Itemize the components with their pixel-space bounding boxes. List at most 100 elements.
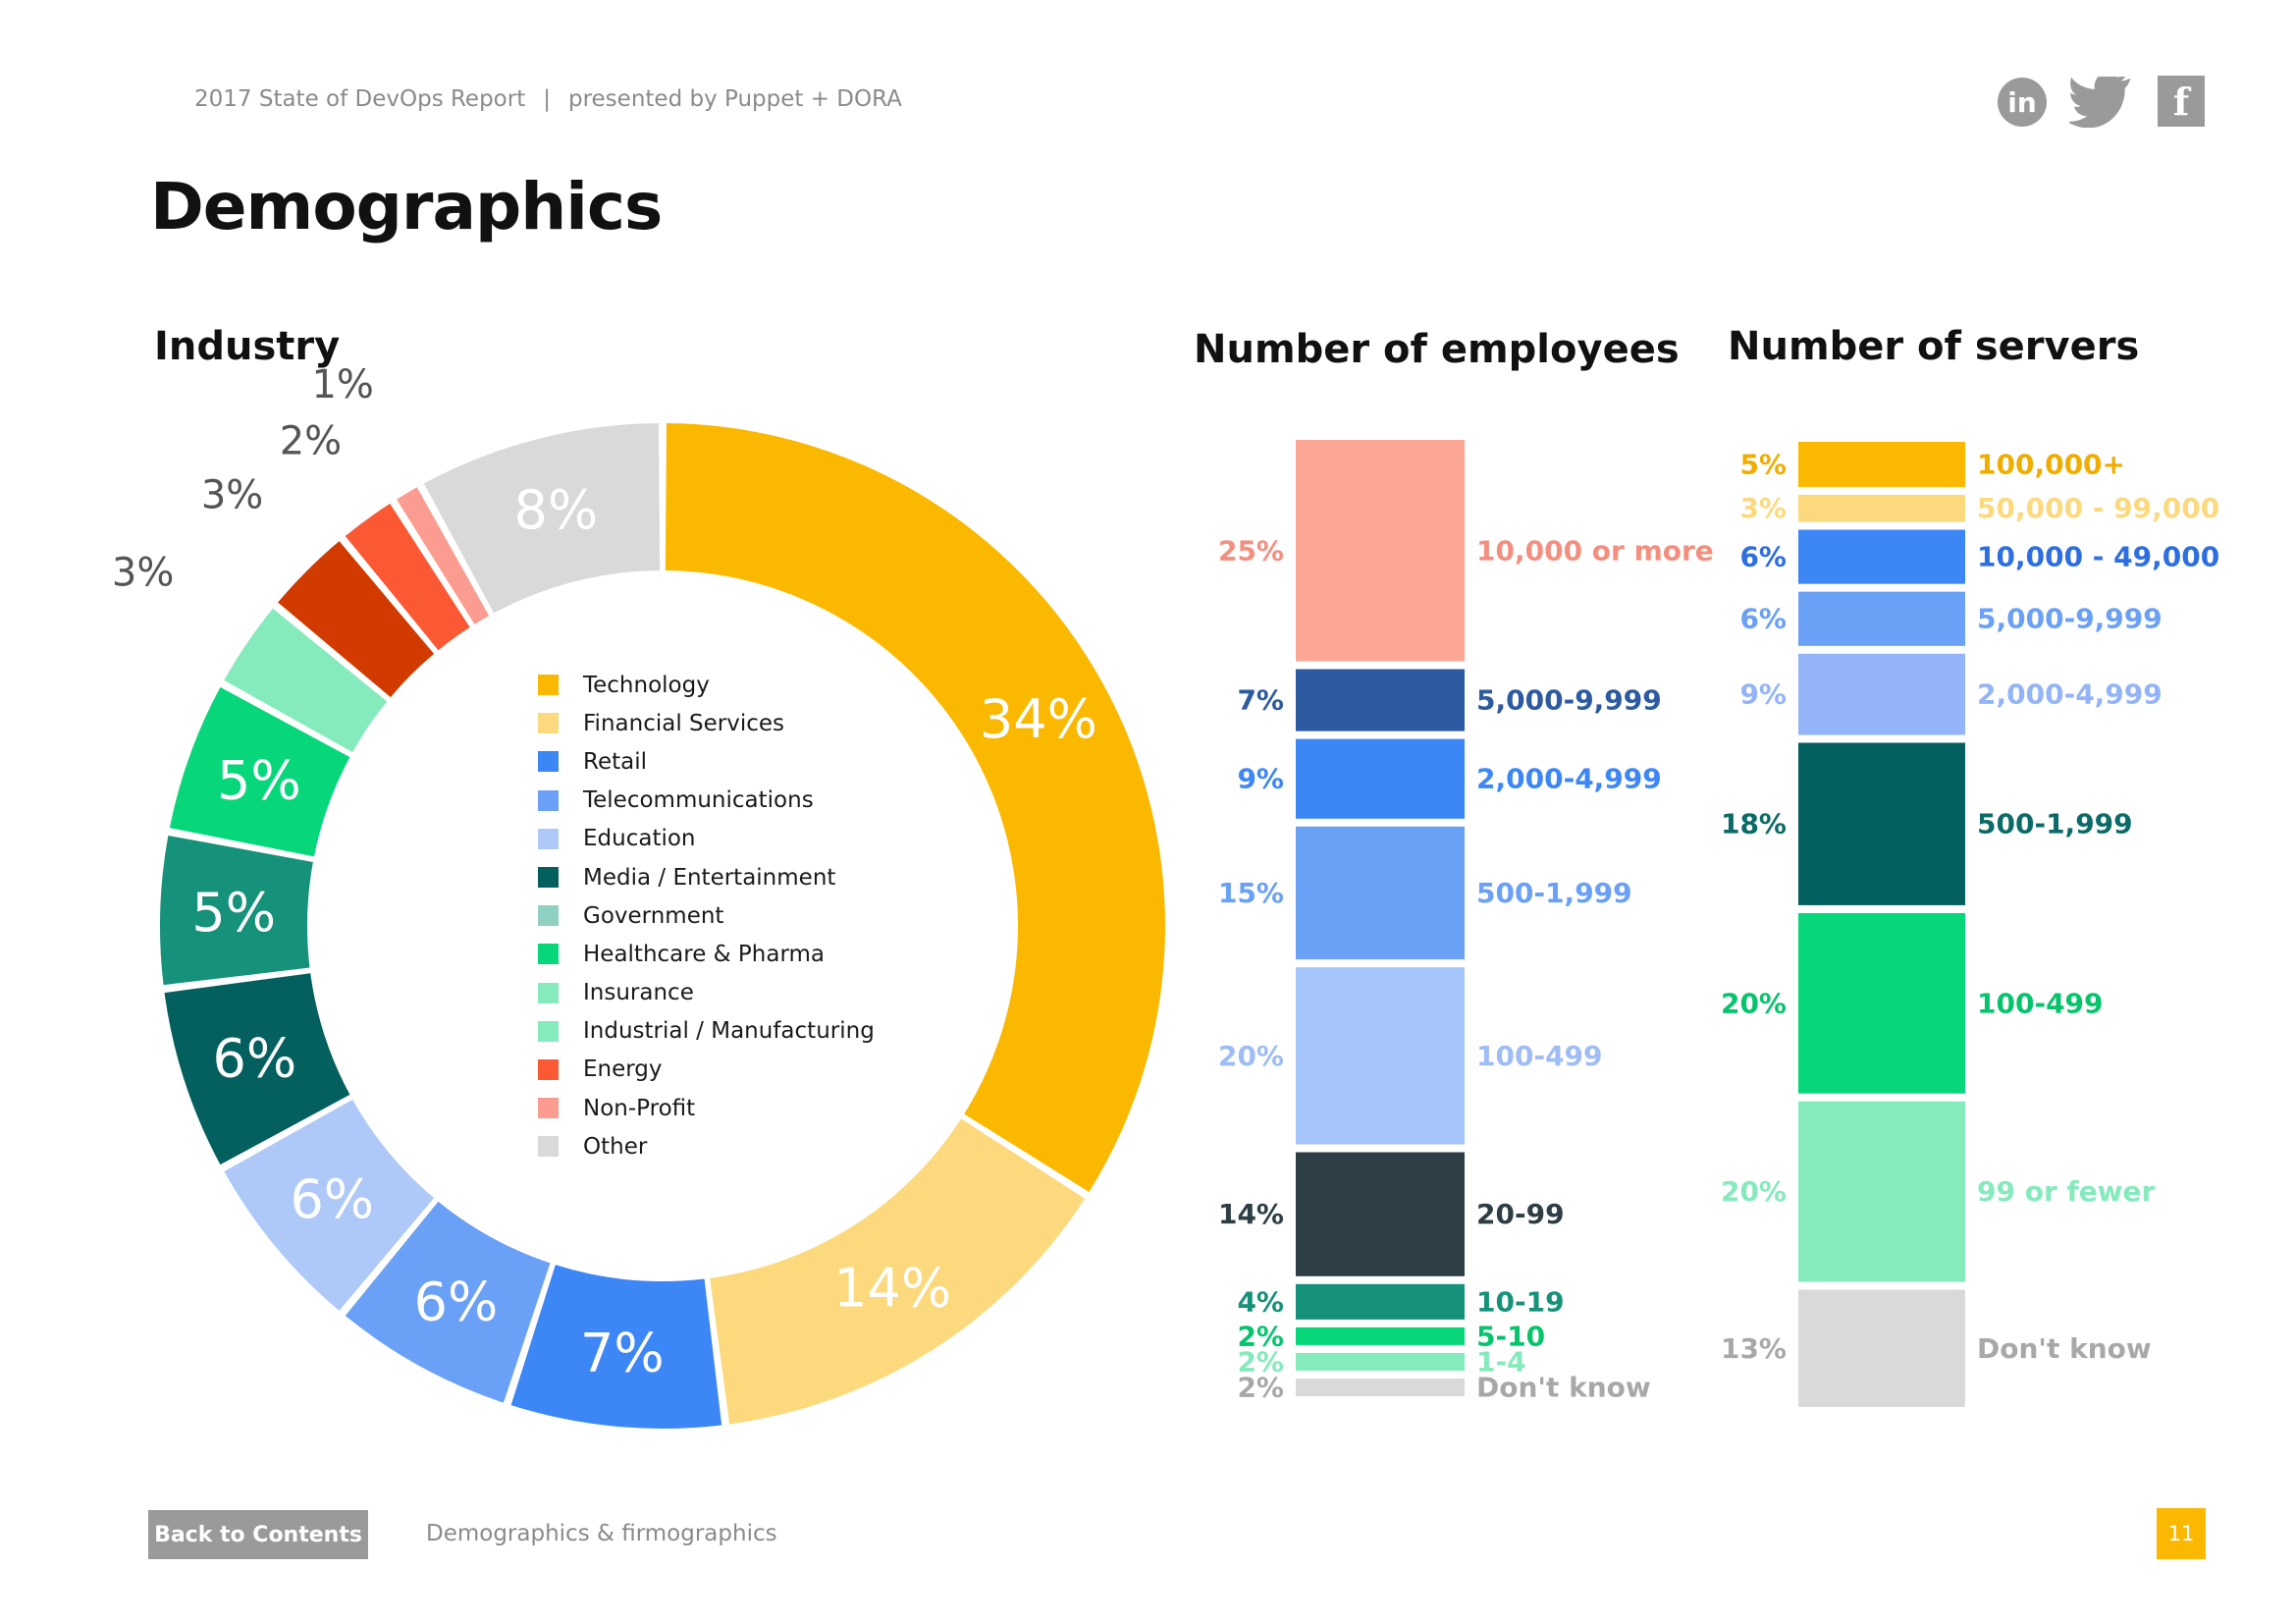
- legend-label: Insurance: [583, 980, 694, 1006]
- bar-value-label: 13%: [1721, 1332, 1787, 1365]
- legend-label: Technology: [583, 672, 710, 698]
- bar-value-label: 18%: [1721, 808, 1787, 840]
- donut-slice: [710, 1118, 1086, 1425]
- legend-item: Energy: [538, 1051, 875, 1089]
- bar-segment: [1296, 440, 1465, 662]
- donut-slice-label: 1%: [311, 362, 373, 407]
- servers-chart-title: Number of servers: [1728, 324, 2140, 369]
- legend-item: Other: [538, 1127, 875, 1165]
- bar-value-label: 5%: [1739, 448, 1787, 480]
- bar-category-label: Don't know: [1977, 1332, 2152, 1365]
- legend-label: Other: [583, 1133, 648, 1160]
- bar-segment: [1296, 1152, 1465, 1276]
- bar-value-label: 2%: [1237, 1320, 1284, 1352]
- donut-slice: [397, 487, 490, 624]
- bar-segment: [1296, 826, 1465, 960]
- donut-slice: [510, 1265, 722, 1429]
- donut-slice: [665, 423, 1166, 1192]
- page-title: Demographics: [150, 169, 663, 244]
- bar-segment: [1798, 912, 1965, 1094]
- bar-value-label: 6%: [1739, 541, 1787, 573]
- bar-category-label: 50,000 - 99,000: [1977, 492, 2219, 524]
- legend-item: Retail: [538, 742, 875, 781]
- legend-label: Non-Profit: [583, 1095, 696, 1121]
- legend-label: Media / Entertainment: [583, 864, 836, 891]
- twitter-bird-shape: [2069, 77, 2131, 128]
- bar-segment: [1798, 442, 1965, 487]
- bar-segment: [1296, 669, 1465, 731]
- bar-value-label: 20%: [1721, 1175, 1787, 1208]
- legend-swatch: [538, 828, 559, 849]
- bar-value-label: 14%: [1218, 1198, 1284, 1230]
- legend-item: Media / Entertainment: [538, 858, 875, 896]
- twitter-icon[interactable]: [2069, 77, 2132, 128]
- donut-slice-label: 6%: [213, 1028, 297, 1090]
- legend-swatch: [538, 1020, 559, 1042]
- legend-label: Government: [583, 902, 724, 929]
- legend-swatch: [538, 713, 559, 734]
- bar-category-label: 100-499: [1977, 987, 2104, 1019]
- industry-chart-title: Industry: [154, 324, 341, 369]
- donut-slice-label: 3%: [201, 473, 263, 518]
- legend-label: Financial Services: [583, 710, 785, 736]
- page-number: 11: [2157, 1508, 2206, 1559]
- facebook-glyph: f: [2172, 79, 2190, 124]
- bar-value-label: 20%: [1721, 987, 1787, 1019]
- bar-value-label: 7%: [1237, 684, 1284, 717]
- bar-category-label: 100-499: [1476, 1040, 1603, 1072]
- bar-category-label: 10-19: [1476, 1285, 1565, 1318]
- bar-category-label: Don't know: [1476, 1371, 1651, 1403]
- donut-slice: [423, 423, 661, 614]
- legend-label: Education: [583, 826, 696, 852]
- legend-swatch: [538, 1098, 559, 1119]
- legend-item: Insurance: [538, 974, 875, 1012]
- bar-category-label: 10,000 - 49,000: [1977, 541, 2219, 573]
- legend-label: Industrial / Manufacturing: [583, 1018, 875, 1045]
- bar-category-label: 5,000-9,999: [1476, 684, 1662, 717]
- linkedin-glyph: in: [2007, 85, 2037, 119]
- bar-segment: [1296, 1378, 1465, 1396]
- legend-label: Energy: [583, 1056, 663, 1083]
- legend-label: Telecommunications: [583, 787, 814, 814]
- bar-category-label: 100,000+: [1977, 448, 2125, 480]
- legend-item: Financial Services: [538, 704, 875, 742]
- legend-label: Retail: [583, 748, 647, 775]
- linkedin-icon[interactable]: in: [1998, 78, 2047, 127]
- donut-slice-label: 6%: [414, 1271, 499, 1332]
- bar-value-label: 2%: [1237, 1345, 1284, 1378]
- legend-swatch: [538, 867, 559, 889]
- donut-slice-label: 7%: [580, 1323, 665, 1384]
- report-header: 2017 State of DevOps Report | presented by…: [194, 86, 902, 112]
- facebook-icon[interactable]: f: [2158, 76, 2205, 127]
- bar-segment: [1798, 494, 1965, 522]
- bar-value-label: 2%: [1237, 1371, 1284, 1403]
- legend-swatch: [538, 944, 559, 965]
- back-to-contents-button[interactable]: Back to Contents: [148, 1510, 368, 1559]
- bar-value-label: 4%: [1237, 1285, 1284, 1318]
- legend-item: Non-Profit: [538, 1089, 875, 1127]
- legend-item: Healthcare & Pharma: [538, 935, 875, 973]
- bar-category-label: 1-4: [1476, 1345, 1526, 1378]
- legend-swatch: [538, 982, 559, 1003]
- donut-slice: [278, 541, 435, 698]
- donut-slice: [224, 1099, 435, 1311]
- header-separator: |: [543, 86, 551, 112]
- legend-label: Healthcare & Pharma: [583, 941, 826, 967]
- bar-segment: [1798, 1101, 1965, 1282]
- bar-category-label: 5-10: [1476, 1320, 1545, 1352]
- legend-swatch: [538, 675, 559, 696]
- bar-category-label: 10,000 or more: [1476, 534, 1714, 567]
- report-name: 2017 State of DevOps Report: [194, 86, 526, 112]
- legend-swatch: [538, 789, 559, 811]
- donut-slice-label: 34%: [980, 688, 1097, 750]
- employees-chart-title: Number of employees: [1194, 327, 1680, 372]
- bar-category-label: 5,000-9,999: [1977, 603, 2163, 635]
- bar-category-label: 500-1,999: [1476, 877, 1632, 909]
- bar-category-label: 2,000-4,999: [1977, 678, 2163, 711]
- legend-item: Telecommunications: [538, 782, 875, 820]
- bar-segment: [1798, 742, 1965, 905]
- bar-segment: [1798, 591, 1965, 646]
- bar-segment: [1296, 738, 1465, 819]
- legend-swatch: [538, 905, 559, 927]
